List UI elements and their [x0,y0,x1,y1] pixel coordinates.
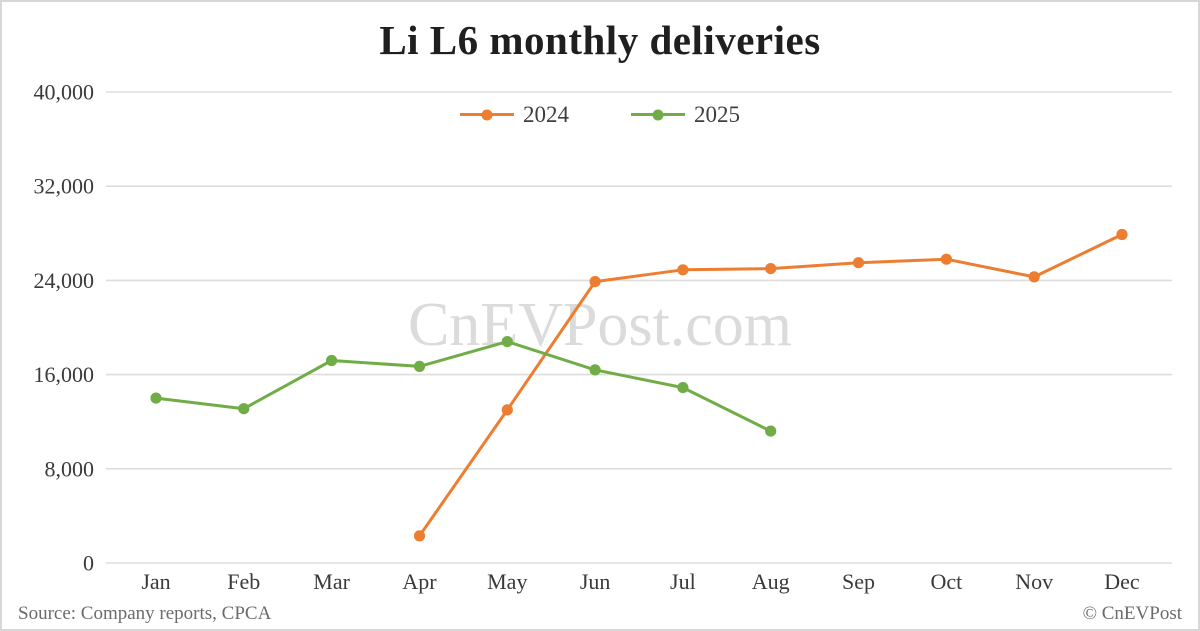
legend: 2024 2025 [2,103,1198,126]
data-point-2025 [765,425,777,437]
legend-line-marker-2024-icon [460,109,514,120]
x-tick-label: Dec [1104,569,1140,594]
x-tick-label: Jul [670,569,696,594]
legend-line-marker-2025-icon [631,109,685,120]
legend-item-2025: 2025 [631,103,740,126]
data-point-2025 [677,382,689,394]
series-line-2025 [154,340,773,433]
x-tick-label: Aug [752,569,790,594]
data-point-2024 [765,263,777,275]
data-point-2024 [677,264,689,276]
y-tick-label: 16,000 [34,362,95,387]
y-tick-label: 8,000 [45,456,95,481]
data-point-2024 [1028,271,1040,283]
data-point-2024 [940,253,953,265]
y-tick-label: 32,000 [34,174,95,199]
x-tick-label: Mar [313,569,350,594]
data-point-2025 [501,336,513,348]
legend-dot-2025-icon [652,109,664,120]
data-point-2025 [150,392,162,404]
data-point-2025 [589,364,601,376]
legend-item-2024: 2024 [460,103,569,126]
data-point-2024 [501,404,513,416]
x-tick-label: Jan [141,569,170,594]
legend-label-2025: 2025 [694,102,740,127]
x-tick-label: Jun [580,569,611,594]
copyright-note: © CnEVPost [1082,603,1182,624]
y-tick-label: 24,000 [34,268,95,293]
data-point-2025 [413,360,426,372]
data-point-2025 [238,403,250,415]
data-point-2024 [589,276,601,288]
x-tick-label: Nov [1015,569,1053,594]
data-point-2024 [852,257,865,269]
data-point-2025 [326,354,338,367]
x-tick-label: Apr [402,569,437,594]
x-tick-label: Oct [931,569,963,594]
legend-label-2024: 2024 [523,102,569,127]
data-point-2024 [1116,228,1128,241]
x-tick-label: Feb [227,569,260,594]
chart-title: Li L6 monthly deliveries [379,17,821,63]
watermark: CnEVPost.com [407,291,793,359]
source-note: Source: Company reports, CPCA [18,603,272,624]
footer: Source: Company reports, CPCA © CnEVPost [2,603,1198,625]
x-tick-label: Sep [842,569,875,594]
y-tick-label: 0 [83,551,94,576]
legend-dot-2024-icon [481,109,493,120]
y-tick-label: 40,000 [34,80,95,105]
x-tick-label: May [487,569,527,594]
data-point-2024 [413,530,426,542]
